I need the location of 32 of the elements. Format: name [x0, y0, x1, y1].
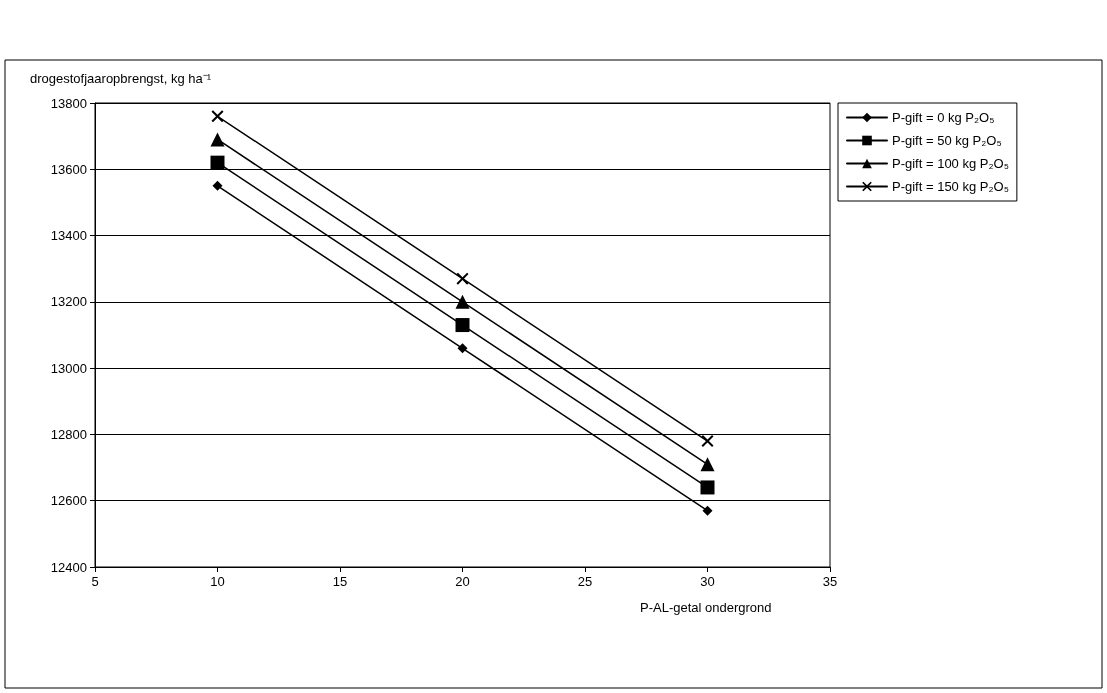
point [211, 110, 224, 123]
x-tick-label: 5 [91, 574, 99, 589]
legend-label: P-gift = 100 kg P₂O₅ [892, 156, 1009, 171]
point [212, 180, 223, 191]
point [210, 132, 225, 147]
x-tick-label: 20 [455, 574, 470, 589]
point [700, 480, 715, 495]
x-tick-label: 25 [577, 574, 593, 589]
y-tick-label: 13600 [50, 161, 87, 177]
y-tick-label: 12400 [50, 559, 87, 575]
legend-label: P-gift = 0 kg P₂O₅ [892, 110, 995, 125]
x-tick-label: 15 [332, 574, 348, 589]
point [700, 457, 715, 472]
legend-label: P-gift = 50 kg P₂O₅ [892, 133, 1002, 148]
y-tick-label: 13000 [50, 360, 87, 376]
x-tick-label: 30 [700, 574, 715, 589]
point [457, 343, 468, 354]
y-axis-title: drogestofjaaropbrengst, kg ha⁻¹ [30, 71, 212, 86]
point [456, 272, 469, 285]
legend-label: P-gift = 150 kg P₂O₅ [892, 179, 1009, 194]
point [210, 155, 225, 170]
x-axis-title: P-AL-getal ondergrond [640, 600, 772, 615]
x-tick-label: 35 [822, 574, 838, 589]
point [455, 318, 470, 333]
point [702, 505, 713, 516]
y-tick-label: 12600 [50, 493, 87, 509]
y-tick-label: 13400 [50, 228, 87, 244]
point [455, 294, 470, 309]
y-tick-label: 13800 [50, 95, 87, 111]
x-tick-label: 10 [210, 574, 225, 589]
y-tick-label: 12800 [50, 426, 87, 442]
y-tick-label: 13200 [50, 294, 87, 310]
